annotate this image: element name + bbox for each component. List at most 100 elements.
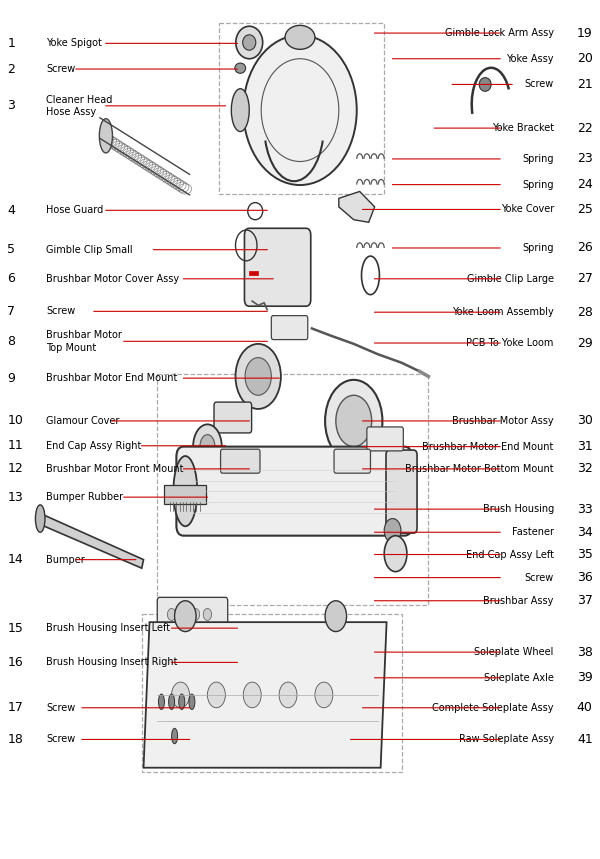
Ellipse shape — [236, 27, 263, 58]
Text: Complete Soleplate Assy: Complete Soleplate Assy — [433, 703, 554, 713]
Text: Brushbar Motor Front Mount: Brushbar Motor Front Mount — [46, 464, 184, 474]
Text: 17: 17 — [7, 701, 23, 715]
Ellipse shape — [242, 34, 256, 50]
Text: 20: 20 — [577, 52, 593, 65]
Text: Screw: Screw — [46, 703, 76, 713]
Polygon shape — [38, 514, 143, 568]
Text: 3: 3 — [7, 100, 15, 113]
FancyBboxPatch shape — [244, 228, 311, 306]
Text: 33: 33 — [577, 503, 593, 515]
Text: Brushbar Assy: Brushbar Assy — [484, 596, 554, 606]
Text: Brush Housing Insert Left: Brush Housing Insert Left — [46, 623, 170, 633]
Text: Spring: Spring — [523, 154, 554, 164]
Text: 24: 24 — [577, 178, 593, 191]
Text: Fastener: Fastener — [512, 527, 554, 537]
Text: Yoke Spigot: Yoke Spigot — [46, 39, 102, 48]
Circle shape — [167, 608, 176, 620]
Text: Soleplate Wheel: Soleplate Wheel — [475, 647, 554, 657]
Text: 13: 13 — [7, 490, 23, 503]
Circle shape — [336, 395, 371, 447]
Ellipse shape — [479, 77, 491, 91]
Circle shape — [243, 682, 261, 708]
Text: 1: 1 — [7, 37, 15, 50]
Text: Screw: Screw — [524, 79, 554, 89]
Ellipse shape — [173, 456, 197, 527]
FancyBboxPatch shape — [157, 597, 228, 631]
FancyBboxPatch shape — [164, 485, 206, 504]
Text: Brushbar Motor Cover Assy: Brushbar Motor Cover Assy — [46, 274, 179, 283]
Text: Gimble Clip Large: Gimble Clip Large — [467, 274, 554, 283]
Text: Yoke Assy: Yoke Assy — [506, 54, 554, 64]
Ellipse shape — [384, 536, 407, 571]
Text: 14: 14 — [7, 553, 23, 566]
Text: Brushbar Motor End Mount: Brushbar Motor End Mount — [422, 442, 554, 452]
Ellipse shape — [189, 694, 195, 710]
Text: Screw: Screw — [46, 64, 76, 74]
Text: 9: 9 — [7, 372, 15, 385]
Text: 11: 11 — [7, 439, 23, 453]
Text: 19: 19 — [577, 27, 593, 40]
Text: Spring: Spring — [523, 180, 554, 190]
Ellipse shape — [172, 728, 178, 744]
Circle shape — [384, 519, 401, 543]
Circle shape — [179, 608, 188, 620]
Ellipse shape — [243, 35, 357, 185]
Text: Gimble Lock Arm Assy: Gimble Lock Arm Assy — [445, 28, 554, 38]
Text: Spring: Spring — [523, 243, 554, 253]
Text: 7: 7 — [7, 305, 16, 318]
Text: 23: 23 — [577, 152, 593, 166]
Text: 36: 36 — [577, 571, 593, 584]
Text: 35: 35 — [577, 548, 593, 561]
Text: 16: 16 — [7, 656, 23, 669]
FancyBboxPatch shape — [157, 631, 228, 666]
Text: Yoke Cover: Yoke Cover — [500, 204, 554, 215]
Text: 34: 34 — [577, 526, 593, 539]
Circle shape — [279, 682, 297, 708]
Text: Yoke Loom Assembly: Yoke Loom Assembly — [452, 308, 554, 317]
Text: 37: 37 — [577, 594, 593, 607]
Text: Screw: Screw — [46, 307, 76, 316]
Text: 31: 31 — [577, 440, 593, 454]
Ellipse shape — [285, 26, 315, 49]
Text: Cleaner Head
Hose Assy: Cleaner Head Hose Assy — [46, 94, 113, 117]
Ellipse shape — [158, 694, 164, 710]
Text: PCB To Yoke Loom: PCB To Yoke Loom — [466, 338, 554, 348]
Text: Yoke Bracket: Yoke Bracket — [491, 123, 554, 133]
Ellipse shape — [100, 119, 112, 153]
Circle shape — [203, 608, 212, 620]
Text: 39: 39 — [577, 671, 593, 685]
Text: 27: 27 — [577, 272, 593, 285]
Text: 12: 12 — [7, 462, 23, 475]
FancyBboxPatch shape — [386, 450, 417, 533]
Text: 5: 5 — [7, 243, 16, 256]
Text: Soleplate Axle: Soleplate Axle — [484, 673, 554, 683]
Text: 41: 41 — [577, 733, 593, 746]
Circle shape — [172, 682, 190, 708]
Ellipse shape — [179, 694, 185, 710]
Ellipse shape — [35, 505, 45, 533]
Text: Brushbar Motor Bottom Mount: Brushbar Motor Bottom Mount — [405, 464, 554, 474]
Text: 25: 25 — [577, 203, 593, 216]
Text: 28: 28 — [577, 306, 593, 319]
Text: Screw: Screw — [46, 734, 76, 745]
Polygon shape — [249, 271, 258, 276]
FancyBboxPatch shape — [367, 427, 403, 451]
FancyBboxPatch shape — [271, 315, 308, 339]
Text: 26: 26 — [577, 241, 593, 254]
Text: 6: 6 — [7, 272, 15, 285]
Text: Gimble Clip Small: Gimble Clip Small — [46, 245, 133, 254]
Circle shape — [208, 682, 226, 708]
FancyBboxPatch shape — [176, 447, 412, 536]
Text: End Cap Assy Left: End Cap Assy Left — [466, 550, 554, 559]
Text: 8: 8 — [7, 335, 16, 348]
Circle shape — [235, 344, 281, 409]
Text: Raw Soleplate Assy: Raw Soleplate Assy — [458, 734, 554, 745]
Ellipse shape — [169, 694, 175, 710]
Text: 32: 32 — [577, 462, 593, 475]
Text: Brush Housing Insert Right: Brush Housing Insert Right — [46, 657, 178, 667]
Polygon shape — [143, 622, 386, 768]
Text: 18: 18 — [7, 733, 23, 746]
Ellipse shape — [235, 63, 245, 73]
Circle shape — [315, 682, 333, 708]
Text: 40: 40 — [577, 701, 593, 715]
